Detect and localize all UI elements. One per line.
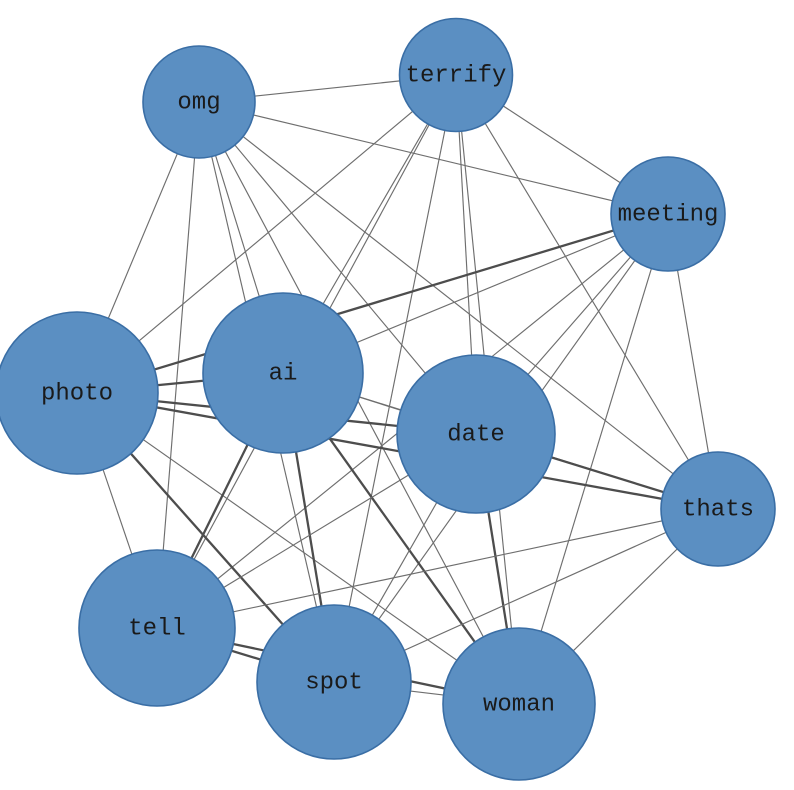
svg-text:ai: ai bbox=[269, 360, 298, 387]
svg-text:photo: photo bbox=[41, 380, 113, 407]
svg-text:tell: tell bbox=[128, 615, 186, 642]
svg-text:date: date bbox=[447, 421, 505, 448]
svg-text:meeting: meeting bbox=[618, 201, 719, 228]
svg-text:woman: woman bbox=[483, 691, 555, 718]
svg-text:spot: spot bbox=[305, 669, 363, 696]
svg-text:terrify: terrify bbox=[406, 62, 507, 89]
svg-text:omg: omg bbox=[177, 89, 220, 116]
svg-text:thats: thats bbox=[682, 496, 754, 523]
